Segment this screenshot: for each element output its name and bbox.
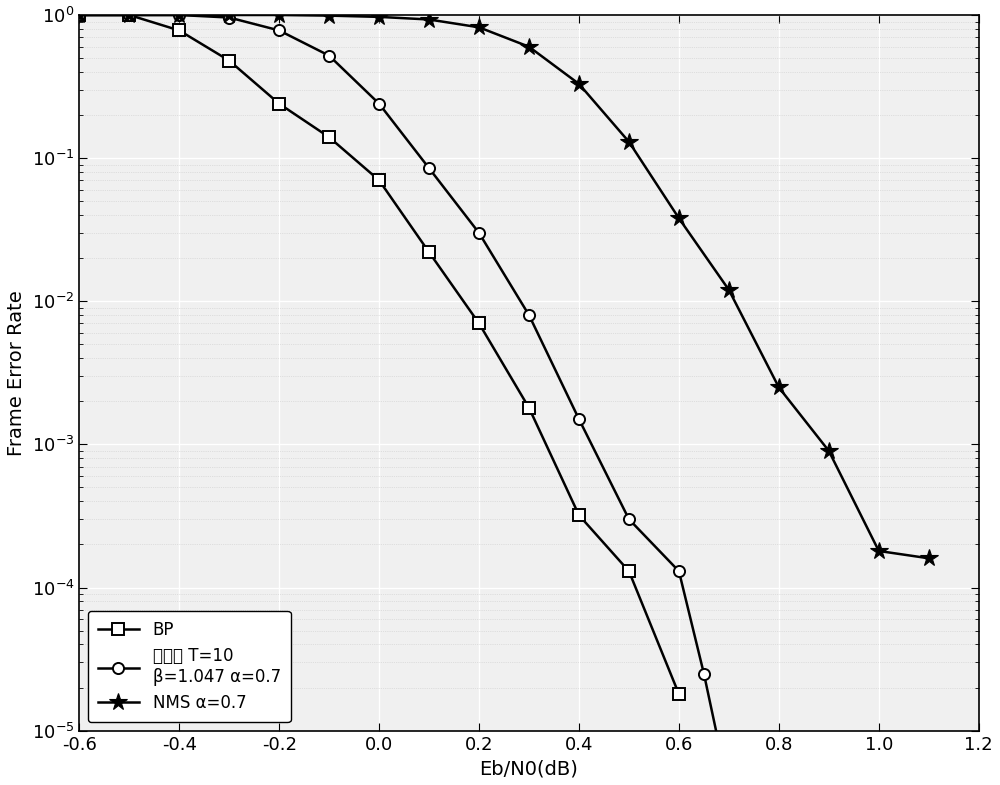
BP bbox=[323, 133, 335, 142]
NMS α=0.7 bbox=[573, 79, 585, 89]
NMS α=0.7 bbox=[823, 446, 835, 455]
NMS α=0.7 bbox=[373, 13, 385, 22]
本发明 T=10
β=1.047 α=0.7 bbox=[123, 10, 135, 20]
Legend: BP, 本发明 T=10
β=1.047 α=0.7, NMS α=0.7: BP, 本发明 T=10 β=1.047 α=0.7, NMS α=0.7 bbox=[88, 611, 291, 722]
NMS α=0.7 bbox=[623, 137, 635, 147]
NMS α=0.7 bbox=[323, 11, 335, 20]
NMS α=0.7 bbox=[223, 10, 235, 20]
NMS α=0.7 bbox=[423, 15, 435, 24]
本发明 T=10
β=1.047 α=0.7 bbox=[223, 13, 235, 22]
BP bbox=[423, 247, 435, 257]
本发明 T=10
β=1.047 α=0.7 bbox=[73, 10, 85, 20]
BP bbox=[673, 689, 685, 699]
BP bbox=[273, 99, 285, 108]
Y-axis label: Frame Error Rate: Frame Error Rate bbox=[7, 290, 26, 455]
BP bbox=[223, 56, 235, 65]
本发明 T=10
β=1.047 α=0.7 bbox=[173, 10, 185, 20]
NMS α=0.7 bbox=[523, 42, 535, 52]
BP bbox=[523, 403, 535, 413]
本发明 T=10
β=1.047 α=0.7 bbox=[698, 669, 710, 678]
BP bbox=[623, 567, 635, 576]
NMS α=0.7 bbox=[773, 383, 785, 392]
本发明 T=10
β=1.047 α=0.7 bbox=[673, 567, 685, 576]
NMS α=0.7 bbox=[73, 10, 85, 20]
BP bbox=[373, 176, 385, 185]
本发明 T=10
β=1.047 α=0.7 bbox=[523, 310, 535, 319]
Line: NMS α=0.7: NMS α=0.7 bbox=[70, 6, 938, 568]
NMS α=0.7 bbox=[673, 214, 685, 223]
NMS α=0.7 bbox=[273, 10, 285, 20]
NMS α=0.7 bbox=[923, 553, 935, 563]
本发明 T=10
β=1.047 α=0.7 bbox=[373, 99, 385, 108]
NMS α=0.7 bbox=[123, 10, 135, 20]
X-axis label: Eb/N0(dB): Eb/N0(dB) bbox=[480, 759, 578, 778]
NMS α=0.7 bbox=[723, 285, 735, 294]
BP bbox=[173, 26, 185, 35]
本发明 T=10
β=1.047 α=0.7 bbox=[473, 228, 485, 238]
Line: BP: BP bbox=[74, 9, 684, 699]
本发明 T=10
β=1.047 α=0.7 bbox=[273, 26, 285, 35]
BP bbox=[573, 510, 585, 520]
BP bbox=[123, 10, 135, 20]
本发明 T=10
β=1.047 α=0.7 bbox=[623, 514, 635, 524]
NMS α=0.7 bbox=[173, 10, 185, 20]
BP bbox=[73, 10, 85, 20]
Line: 本发明 T=10
β=1.047 α=0.7: 本发明 T=10 β=1.047 α=0.7 bbox=[74, 9, 734, 785]
NMS α=0.7 bbox=[873, 546, 885, 556]
本发明 T=10
β=1.047 α=0.7 bbox=[573, 414, 585, 424]
本发明 T=10
β=1.047 α=0.7 bbox=[323, 51, 335, 60]
本发明 T=10
β=1.047 α=0.7 bbox=[423, 163, 435, 173]
BP bbox=[473, 319, 485, 328]
NMS α=0.7 bbox=[473, 23, 485, 32]
